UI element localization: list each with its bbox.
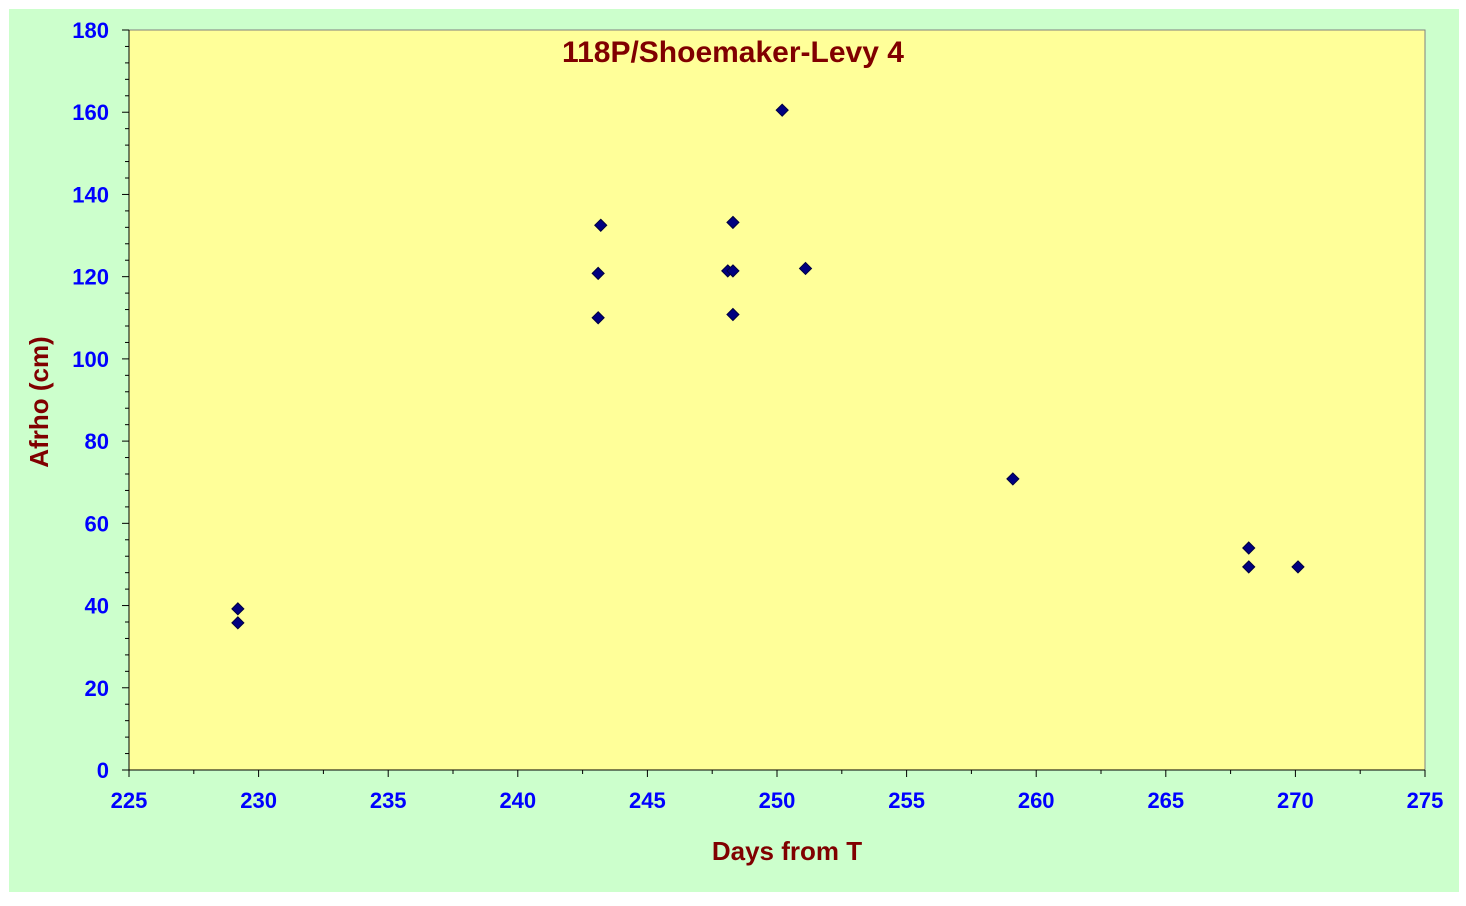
data-point <box>798 261 813 276</box>
y-tick-label: 140 <box>72 182 109 207</box>
x-tick-label: 230 <box>240 788 277 813</box>
x-tick-label: 270 <box>1277 788 1314 813</box>
x-tick-label: 275 <box>1407 788 1444 813</box>
data-markers <box>231 103 1305 630</box>
x-tick-label: 255 <box>888 788 925 813</box>
chart-title: 118P/Shoemaker-Levy 4 <box>562 36 904 69</box>
x-tick-label: 265 <box>1147 788 1184 813</box>
data-point <box>594 218 608 232</box>
x-tick-label: 260 <box>1018 788 1055 813</box>
y-tick-label: 0 <box>97 758 109 783</box>
plot-area-background <box>128 29 1426 771</box>
data-point <box>1006 472 1020 486</box>
data-point <box>726 264 740 278</box>
x-tick-label: 225 <box>111 788 148 813</box>
y-tick-label: 40 <box>85 594 109 619</box>
y-tick-label: 80 <box>85 429 109 454</box>
x-axis-title: Days from T <box>712 836 862 866</box>
data-point <box>231 616 245 630</box>
y-tick-label: 180 <box>72 18 109 43</box>
data-point <box>775 103 789 117</box>
data-point <box>591 266 605 281</box>
y-tick-label: 60 <box>85 511 109 536</box>
data-point <box>591 311 605 325</box>
x-tick-label: 250 <box>759 788 796 813</box>
x-tick-label: 245 <box>629 788 666 813</box>
y-tick-label: 100 <box>72 347 109 372</box>
data-point <box>726 307 740 322</box>
data-point <box>1242 541 1256 555</box>
y-tick-label: 160 <box>72 100 109 125</box>
y-tick-label: 120 <box>72 265 109 290</box>
x-tick-label: 235 <box>370 788 407 813</box>
y-axis-title: Afrho (cm) <box>24 336 54 467</box>
axes: 0 20 40 60 80 100 120 140 160 180 225 230 235 240 245 2… <box>72 18 1443 813</box>
data-point <box>726 215 740 230</box>
data-point <box>1242 560 1256 574</box>
data-point <box>1291 560 1305 574</box>
x-tick-label: 240 <box>499 788 536 813</box>
y-tick-label: 20 <box>85 676 109 701</box>
data-point <box>231 602 245 616</box>
